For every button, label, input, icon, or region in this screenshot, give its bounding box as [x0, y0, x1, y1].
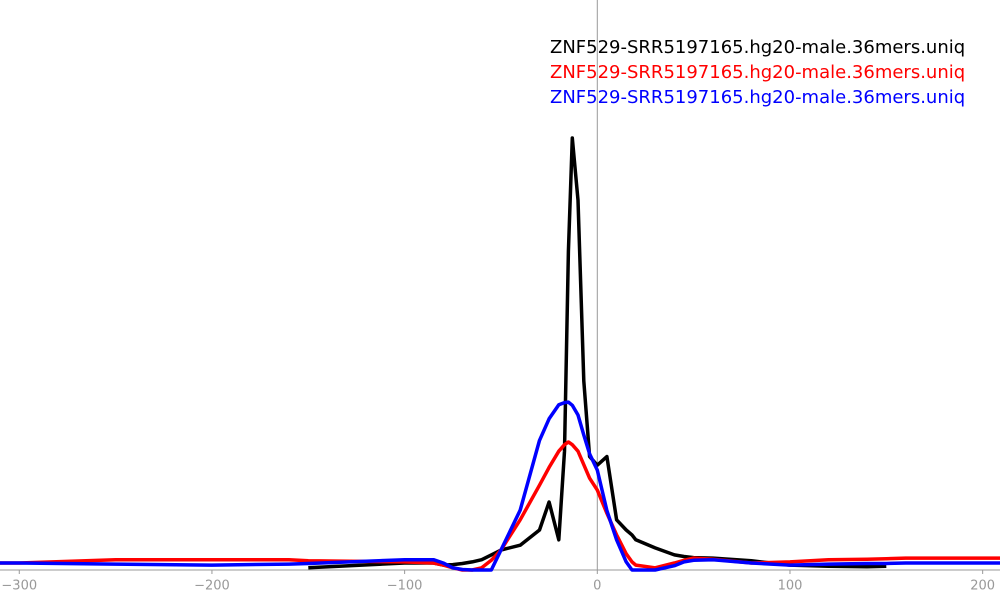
x-tick-label: −300 — [1, 579, 37, 594]
x-tick-label: 200 — [970, 579, 995, 594]
series-line — [0, 400, 1000, 572]
x-tick-label: 0 — [593, 579, 601, 594]
x-tick-label: 100 — [778, 579, 803, 594]
legend-label: ZNF529-SRR5197165.hg20-male.36mers.uniq — [550, 62, 965, 83]
legend-label: ZNF529-SRR5197165.hg20-male.36mers.uniq — [550, 37, 965, 58]
x-tick-label: −200 — [194, 579, 230, 594]
legend-label: ZNF529-SRR5197165.hg20-male.36mers.uniq — [550, 87, 965, 108]
x-tick-label: −100 — [387, 579, 423, 594]
